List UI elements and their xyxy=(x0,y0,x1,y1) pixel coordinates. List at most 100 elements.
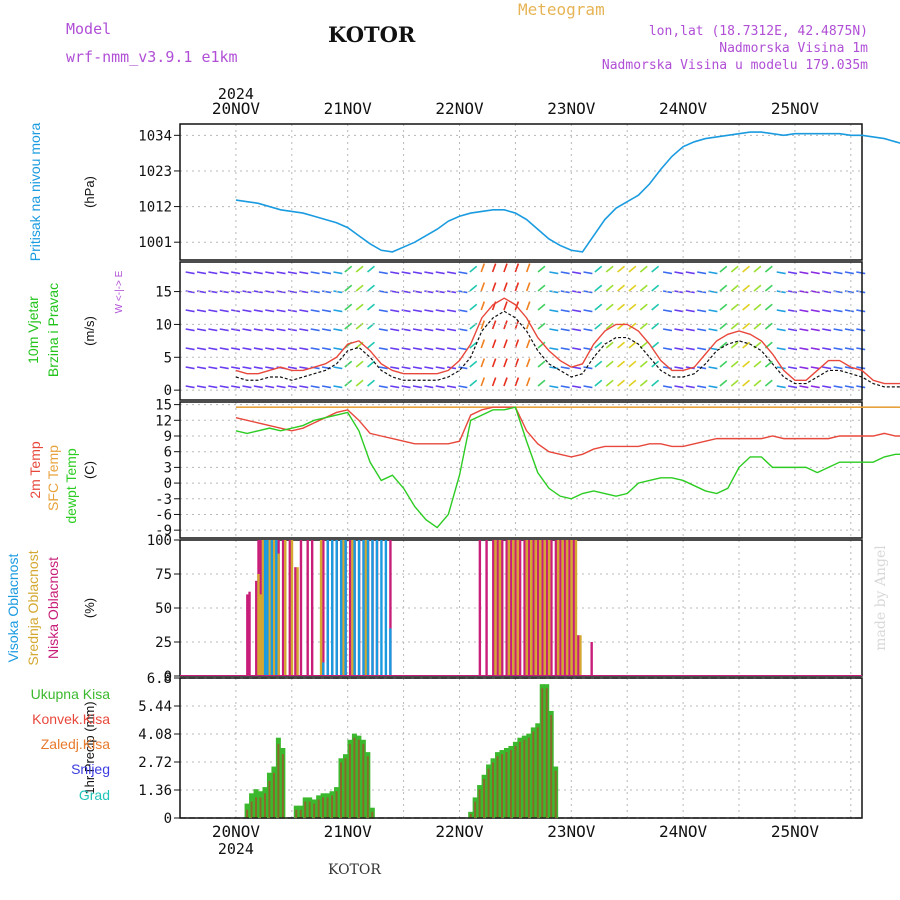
wind-arrow xyxy=(367,379,375,387)
precip-conv-bar xyxy=(509,750,512,818)
wind-arrow xyxy=(537,284,546,292)
wind-arrow xyxy=(310,347,320,351)
wind-arrow xyxy=(651,379,660,387)
wind-arrow xyxy=(265,290,275,294)
wind-arrow xyxy=(299,385,309,389)
cloud-bar xyxy=(294,567,297,676)
wind-arrow xyxy=(549,328,559,332)
wind-arrow xyxy=(276,290,286,294)
wind-arrow xyxy=(265,309,275,313)
wind-arrow xyxy=(344,379,353,387)
wind-arrow xyxy=(208,290,218,294)
wind-arrow xyxy=(833,271,843,275)
panel-frame xyxy=(179,123,863,261)
wind-arrow xyxy=(537,322,546,330)
wind-arrow xyxy=(491,339,497,349)
wind-arrow xyxy=(742,360,751,368)
cloud-bar xyxy=(384,540,388,676)
cloud-bar xyxy=(259,594,262,676)
wind-arrow xyxy=(764,360,773,368)
wind-arrow xyxy=(469,303,478,311)
cloud-bar xyxy=(554,540,558,676)
wind-arrow xyxy=(219,366,229,370)
cloud-bar xyxy=(270,540,274,676)
y-tick-label: 5.44 xyxy=(138,699,172,715)
wind-arrow xyxy=(469,379,478,387)
wind-arrow xyxy=(333,385,343,389)
precip-conv-bar xyxy=(492,762,495,818)
wind-arrow xyxy=(799,385,809,389)
y-tick-label: 1012 xyxy=(138,200,172,216)
cloud-bar xyxy=(375,540,379,676)
wind-arrow xyxy=(491,320,497,330)
wind-arrow xyxy=(503,282,508,292)
wind-arrow xyxy=(617,360,626,368)
cloud-bar xyxy=(362,540,365,676)
wind-arrow xyxy=(503,377,508,387)
wind-arrow xyxy=(730,360,739,368)
wind-arrow xyxy=(480,320,486,330)
wind-arrow xyxy=(856,328,866,332)
cloud-bar xyxy=(556,540,560,676)
wind-arrow xyxy=(355,284,364,292)
y-tick-label: 4.08 xyxy=(138,727,172,743)
wind-arrow xyxy=(719,284,728,292)
wind-arrow xyxy=(764,303,773,311)
cloud-bar xyxy=(389,540,392,676)
precip-conv-bar xyxy=(514,745,517,818)
wind-arrow xyxy=(390,366,400,370)
wind-arrow xyxy=(708,290,718,294)
cloud-bar xyxy=(248,591,251,676)
y-tick-label: 1023 xyxy=(138,164,172,180)
wind-arrow xyxy=(435,385,445,389)
wind-arrow xyxy=(685,271,695,275)
precip-conv-bar xyxy=(281,754,284,818)
wind-arrow xyxy=(242,271,252,275)
cloud-bar xyxy=(371,540,374,676)
precip-conv-bar xyxy=(541,688,544,818)
wind-arrow xyxy=(299,347,309,351)
wind-arrow xyxy=(560,347,570,351)
wind-arrow xyxy=(185,309,195,313)
wind-arrow xyxy=(674,271,684,275)
cloud-bar xyxy=(494,540,497,676)
wind-arrow xyxy=(697,347,707,351)
cloud-bar xyxy=(339,540,343,676)
wind-arrow xyxy=(401,347,411,351)
y-tick-label: 75 xyxy=(155,567,172,583)
precip-conv-bar xyxy=(335,791,338,818)
wind-arrow xyxy=(651,265,660,273)
precip-legend-label: Snijeg xyxy=(71,761,110,777)
cloud-bar xyxy=(288,540,292,676)
wind-arrow xyxy=(333,366,343,370)
precip-conv-bar xyxy=(474,801,477,818)
wind-arrow xyxy=(753,284,762,292)
wind-arrow xyxy=(344,265,353,273)
wind-arrow xyxy=(594,360,603,368)
cloud-bar xyxy=(545,540,549,676)
wind-arrow xyxy=(253,328,263,332)
wind-arrow xyxy=(525,358,531,368)
y-axis-unit: (C) xyxy=(82,461,97,479)
wind-arrow xyxy=(549,366,559,370)
wind-arrow xyxy=(572,271,582,275)
y-tick-label: 6.8 xyxy=(147,671,172,687)
wind-arrow xyxy=(253,347,263,351)
wind-arrow xyxy=(639,360,648,368)
wind-arrow xyxy=(617,379,626,387)
model-altitude-text: Nadmorska Visina u modelu 179.035m xyxy=(601,58,868,73)
wind-arrow xyxy=(435,347,445,351)
wind-arrow xyxy=(605,284,614,292)
wind-arrow xyxy=(685,309,695,313)
cloud-bar xyxy=(507,540,511,676)
wind-arrow xyxy=(708,366,718,370)
wind-arrow xyxy=(355,322,364,330)
wind-arrow xyxy=(856,385,866,389)
precip-conv-bar xyxy=(487,768,490,818)
wind-arrow xyxy=(719,265,728,273)
wind-arrow xyxy=(639,379,648,387)
wind-arrow xyxy=(491,282,497,292)
wind-arrow xyxy=(219,347,229,351)
wind-arrow xyxy=(435,290,445,294)
wind-arrow xyxy=(355,265,364,273)
